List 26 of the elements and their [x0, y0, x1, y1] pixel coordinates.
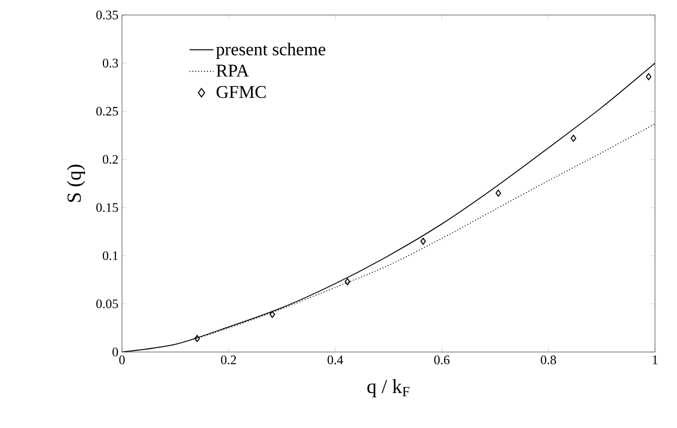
y-tick-label: 0.35: [96, 10, 118, 20]
y-tick-label: 0.25: [96, 106, 118, 116]
point: [270, 310, 276, 318]
x-tick-label: 1: [652, 356, 658, 364]
y-tick-label: 0.05: [96, 299, 118, 308]
y-axis-title: S (q): [66, 164, 85, 202]
point: [570, 134, 576, 142]
x-tick-label: 0.4: [328, 356, 344, 364]
legend-label: present scheme: [216, 42, 326, 60]
point: [344, 278, 350, 286]
y-tick-label: 0.3: [102, 58, 118, 68]
x-axis-title: q / k$_{F}$: [367, 379, 410, 398]
point: [496, 190, 502, 197]
legend-label: GFMC: [216, 86, 266, 98]
y-tick-label: 0: [112, 348, 118, 356]
x-tick-label: 0: [119, 356, 125, 364]
x-tick-label: 0.2: [221, 356, 236, 364]
x-tick-label: 0.8: [540, 356, 556, 364]
point: [646, 73, 652, 80]
y-tick-label: 0.2: [102, 155, 118, 164]
point: [420, 238, 426, 245]
point: [194, 335, 200, 342]
y-tick-label: 0.1: [102, 251, 118, 260]
legend-label: RPA: [216, 64, 249, 77]
x-tick-label: 0.6: [434, 356, 450, 364]
y-tick-label: 0.15: [96, 203, 118, 212]
